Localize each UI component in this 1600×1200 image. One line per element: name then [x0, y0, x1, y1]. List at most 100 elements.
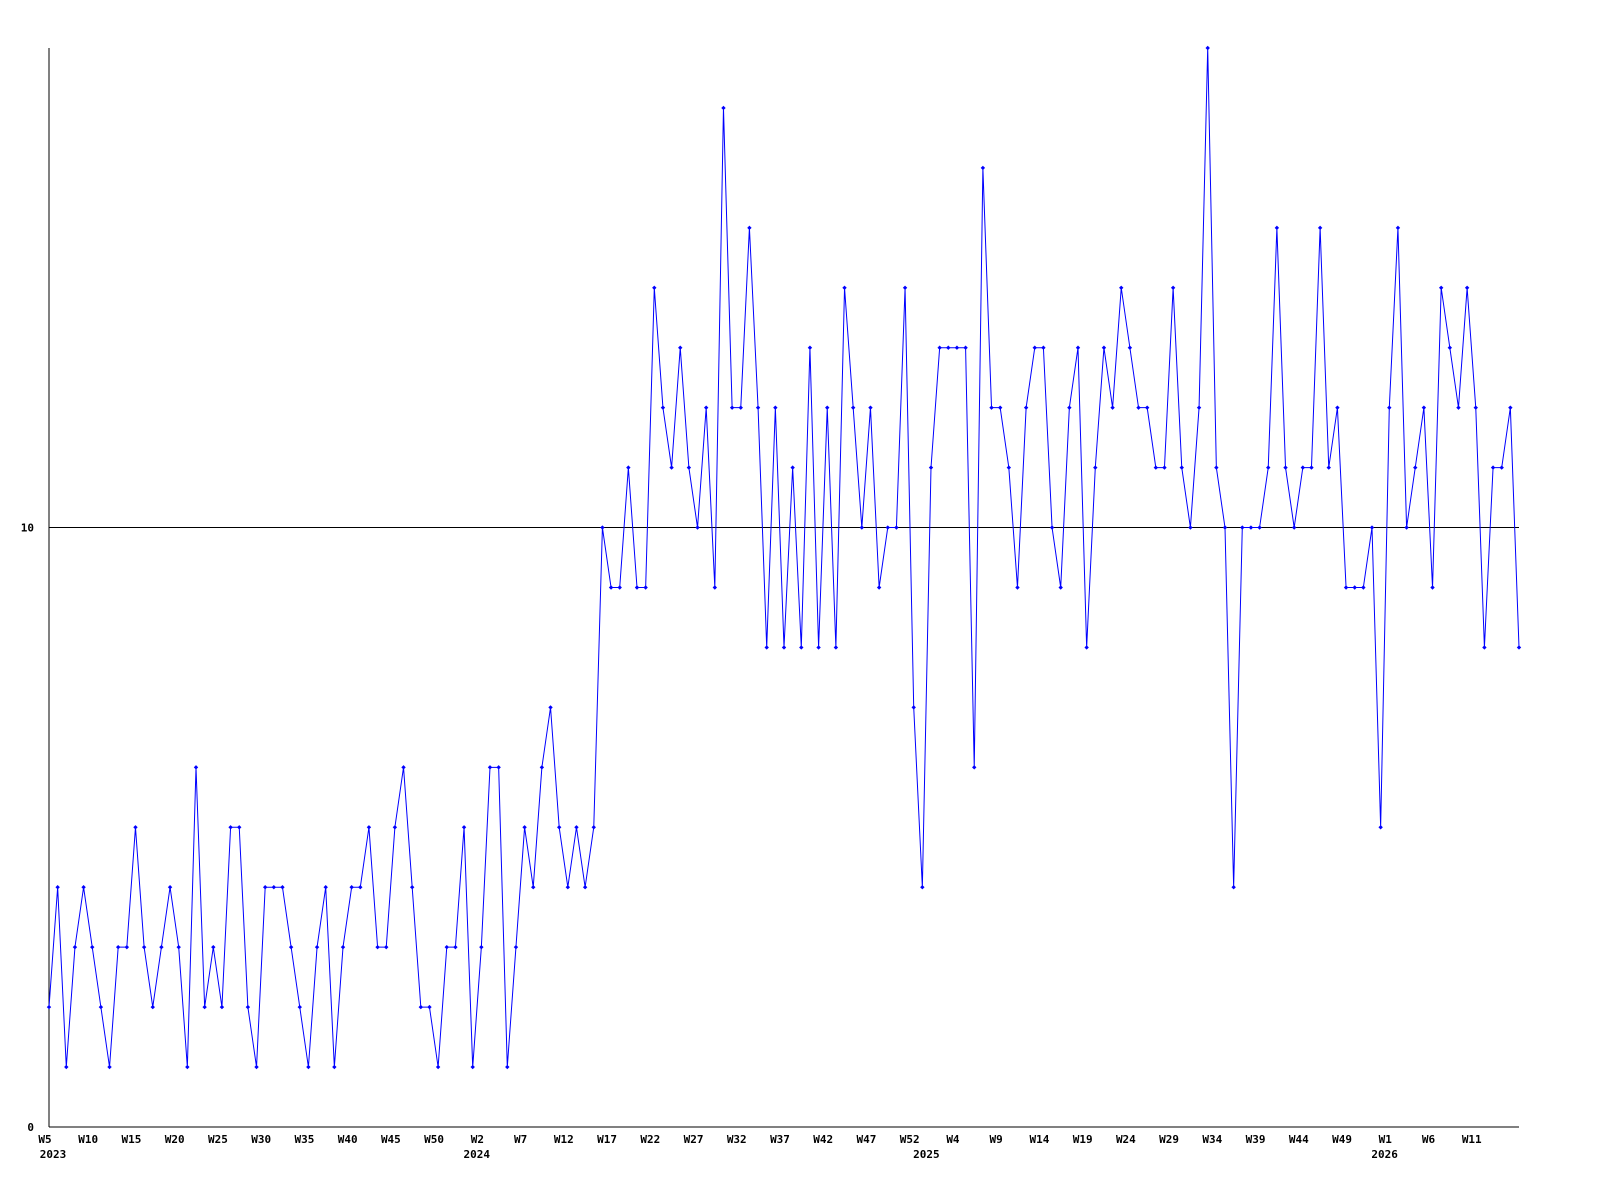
point: [548, 705, 553, 710]
x-tick-label: W6: [1422, 1133, 1436, 1146]
point: [237, 825, 242, 830]
point: [124, 944, 130, 950]
x-tick-label: W5: [38, 1133, 51, 1146]
x-tick-label: W15: [122, 1133, 142, 1146]
point: [920, 885, 925, 890]
point: [435, 1064, 441, 1070]
point: [193, 765, 199, 770]
x-tick-label: W17: [597, 1133, 617, 1146]
x-tick-label: W49: [1332, 1133, 1352, 1146]
x-tick-label: W12: [554, 1133, 574, 1146]
series-line: [48, 47, 1520, 1068]
x-tick-label: W32: [727, 1133, 747, 1146]
point: [1041, 345, 1046, 350]
point: [1387, 405, 1392, 410]
point: [686, 465, 692, 470]
x-group-label: 2025: [913, 1148, 940, 1161]
point: [522, 825, 527, 830]
x-tick-label: W35: [294, 1133, 314, 1146]
x-tick-label: W19: [1073, 1133, 1093, 1146]
point: [245, 1004, 251, 1010]
point: [678, 345, 683, 350]
point: [1032, 345, 1037, 350]
point: [228, 825, 233, 830]
x-tick-label: W4: [946, 1133, 960, 1146]
point: [1015, 585, 1020, 590]
point: [384, 944, 389, 950]
point: [1464, 285, 1470, 290]
point: [288, 944, 294, 950]
point: [1205, 45, 1210, 51]
point: [1395, 225, 1401, 231]
point: [115, 944, 121, 950]
point: [1430, 585, 1435, 590]
point: [392, 825, 398, 830]
point: [833, 645, 839, 650]
point: [842, 285, 847, 290]
point: [911, 705, 916, 710]
point: [1136, 405, 1141, 410]
x-tick-label: W30: [251, 1133, 271, 1146]
point: [1283, 465, 1288, 470]
x-tick-label: W40: [338, 1133, 358, 1146]
point: [556, 825, 562, 830]
point: [850, 405, 856, 410]
point: [1490, 465, 1496, 470]
point: [1335, 405, 1340, 410]
point: [1179, 465, 1184, 470]
point: [539, 765, 545, 770]
point: [297, 1004, 302, 1010]
point: [747, 225, 752, 231]
point: [1309, 465, 1314, 470]
point: [1473, 405, 1478, 410]
point: [349, 885, 354, 890]
x-tick-label: W2: [471, 1133, 484, 1146]
point: [1291, 525, 1297, 530]
point: [461, 825, 467, 830]
point: [1058, 585, 1063, 590]
point: [55, 885, 60, 890]
point: [1119, 285, 1124, 290]
point: [427, 1004, 432, 1010]
point: [418, 1004, 424, 1010]
point: [98, 1004, 104, 1010]
point: [972, 765, 977, 770]
point: [81, 885, 86, 890]
point: [366, 825, 372, 830]
point: [332, 1064, 337, 1070]
x-group-label: 2024: [463, 1148, 490, 1161]
point: [185, 1064, 190, 1070]
point: [790, 465, 795, 470]
point: [574, 825, 579, 830]
point: [72, 944, 78, 950]
x-tick-label: W10: [78, 1133, 98, 1146]
point: [340, 944, 346, 950]
point: [159, 944, 164, 950]
x-tick-label: W44: [1289, 1133, 1309, 1146]
point: [738, 405, 743, 410]
point: [963, 345, 968, 350]
point: [150, 1004, 155, 1010]
point: [937, 345, 942, 350]
point: [1093, 465, 1098, 470]
point: [453, 944, 458, 950]
point: [1067, 405, 1072, 410]
point: [1378, 825, 1383, 830]
point: [219, 1004, 225, 1010]
point: [496, 765, 501, 770]
point: [141, 944, 147, 950]
point: [479, 944, 484, 950]
point: [600, 525, 605, 530]
point: [582, 885, 588, 890]
point: [1049, 525, 1055, 530]
point: [1447, 345, 1453, 350]
x-tick-label: W25: [208, 1133, 228, 1146]
x-tick-label: W52: [900, 1133, 920, 1146]
point: [954, 345, 960, 350]
point: [643, 585, 648, 590]
point: [1257, 525, 1262, 530]
point: [703, 405, 709, 410]
point: [1352, 585, 1357, 590]
point: [721, 105, 726, 111]
x-group-label: 2023: [40, 1148, 67, 1161]
